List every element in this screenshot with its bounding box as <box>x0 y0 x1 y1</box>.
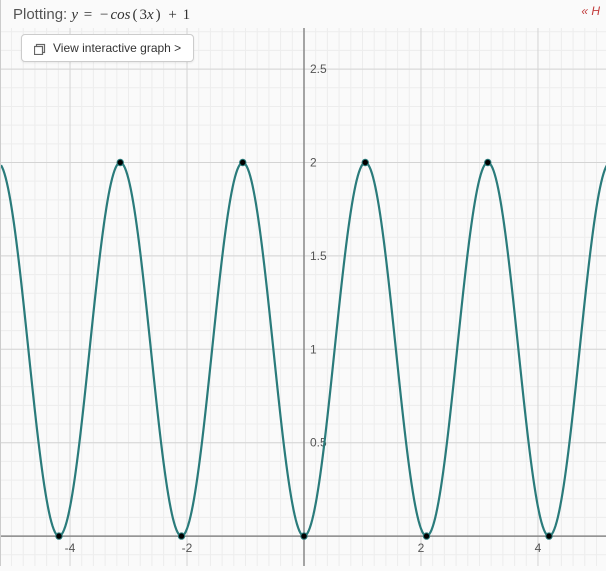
plot-container: Plotting: y = −cos(3x) + 1 « H View inte… <box>0 0 606 566</box>
svg-text:-2: -2 <box>182 541 193 555</box>
svg-text:2: 2 <box>418 541 425 555</box>
plot-equation: y = −cos(3x) + 1 <box>71 7 190 23</box>
svg-text:4: 4 <box>535 541 542 555</box>
chart-area: -4-2240.511.522.5 <box>1 28 606 566</box>
svg-text:-4: -4 <box>65 541 76 555</box>
chart-svg: -4-2240.511.522.5 <box>1 28 606 566</box>
svg-text:2: 2 <box>310 156 317 170</box>
view-interactive-graph-button[interactable]: View interactive graph > <box>21 34 194 62</box>
hide-steps-link[interactable]: « H <box>581 4 600 18</box>
svg-text:2.5: 2.5 <box>310 62 327 76</box>
svg-text:1: 1 <box>310 342 317 356</box>
svg-text:1.5: 1.5 <box>310 249 327 263</box>
plot-title-prefix: Plotting: <box>13 6 71 23</box>
plot-title: Plotting: y = −cos(3x) + 1 <box>13 6 190 24</box>
popout-icon <box>34 42 47 55</box>
view-button-label: View interactive graph > <box>53 41 181 55</box>
